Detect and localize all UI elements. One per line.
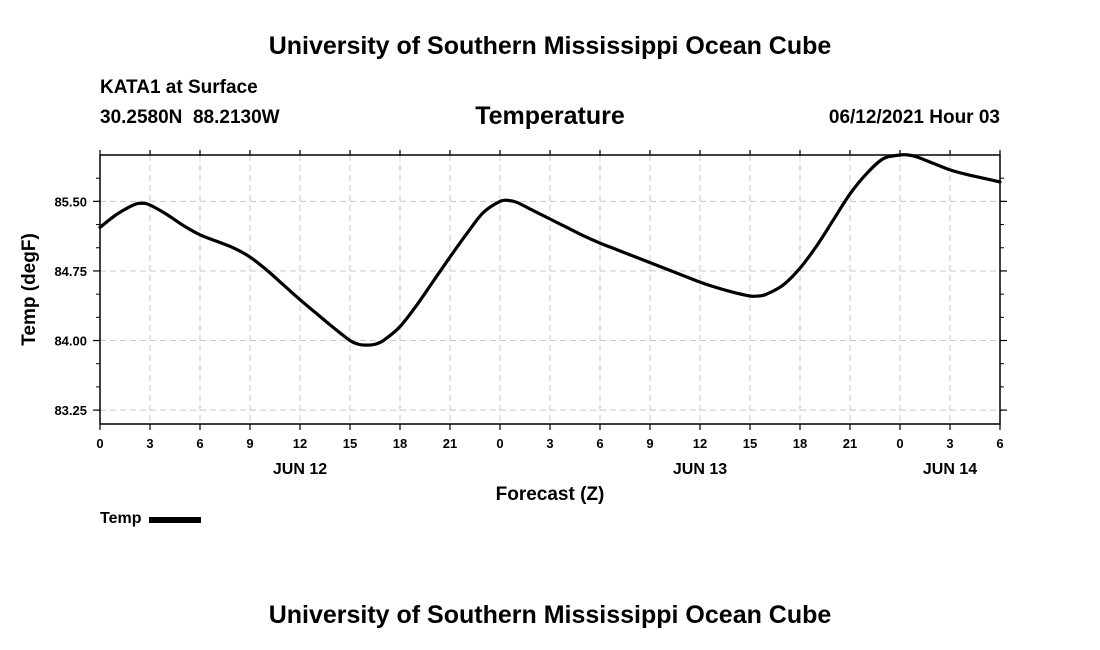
date-label: JUN 13 [673,461,727,478]
y-tick-label: 83.25 [54,403,87,418]
tick-layer [93,150,1007,430]
legend-label: Temp [100,510,142,527]
x-tick-label: 12 [693,436,707,451]
series-line-temp [98,153,1002,347]
label-layer: 0 3 6 9 12 15 18 21 0 3 6 9 12 15 18 21 0 3 6 83.25 84.00 84.… [54,194,1003,478]
x-tick-label: 12 [293,436,307,451]
x-tick-label: 18 [793,436,807,451]
series-layer [98,153,1002,347]
station-label: KATA1 at Surface [100,77,258,98]
chart-title: Temperature [475,102,625,130]
x-axis-title: Forecast (Z) [496,484,605,505]
x-tick-label: 9 [646,436,653,451]
x-tick-label: 3 [146,436,153,451]
x-tick-label: 6 [196,436,203,451]
grid-layer [100,155,1000,424]
x-tick-label: 18 [393,436,407,451]
footer-title: University of Southern Mississippi Ocean… [268,601,832,629]
legend-line-swatch [149,517,202,523]
date-label: JUN 14 [923,461,977,478]
y-tick-label: 84.00 [54,334,87,349]
x-tick-label: 9 [246,436,253,451]
x-tick-label: 3 [946,436,953,451]
x-tick-label: 0 [96,436,103,451]
timestamp-label: 06/12/2021 Hour 03 [828,107,1000,128]
x-tick-label: 6 [596,436,603,451]
y-tick-label: 84.75 [54,264,87,279]
page-title: University of Southern Mississippi Ocean… [268,32,832,60]
y-tick-label: 85.50 [54,194,87,209]
y-axis-title: Temp (degF) [19,233,40,346]
x-tick-label: 6 [996,436,1003,451]
x-tick-label: 0 [896,436,903,451]
date-label: JUN 12 [273,461,327,478]
x-tick-label: 15 [743,436,757,451]
x-tick-label: 0 [496,436,503,451]
x-tick-label: 3 [546,436,553,451]
x-tick-label: 15 [343,436,357,451]
legend: Temp [100,509,202,529]
x-tick-label: 21 [443,436,457,451]
x-tick-label: 21 [843,436,857,451]
coordinates-label: 30.2580N 88.2130W [100,107,280,128]
